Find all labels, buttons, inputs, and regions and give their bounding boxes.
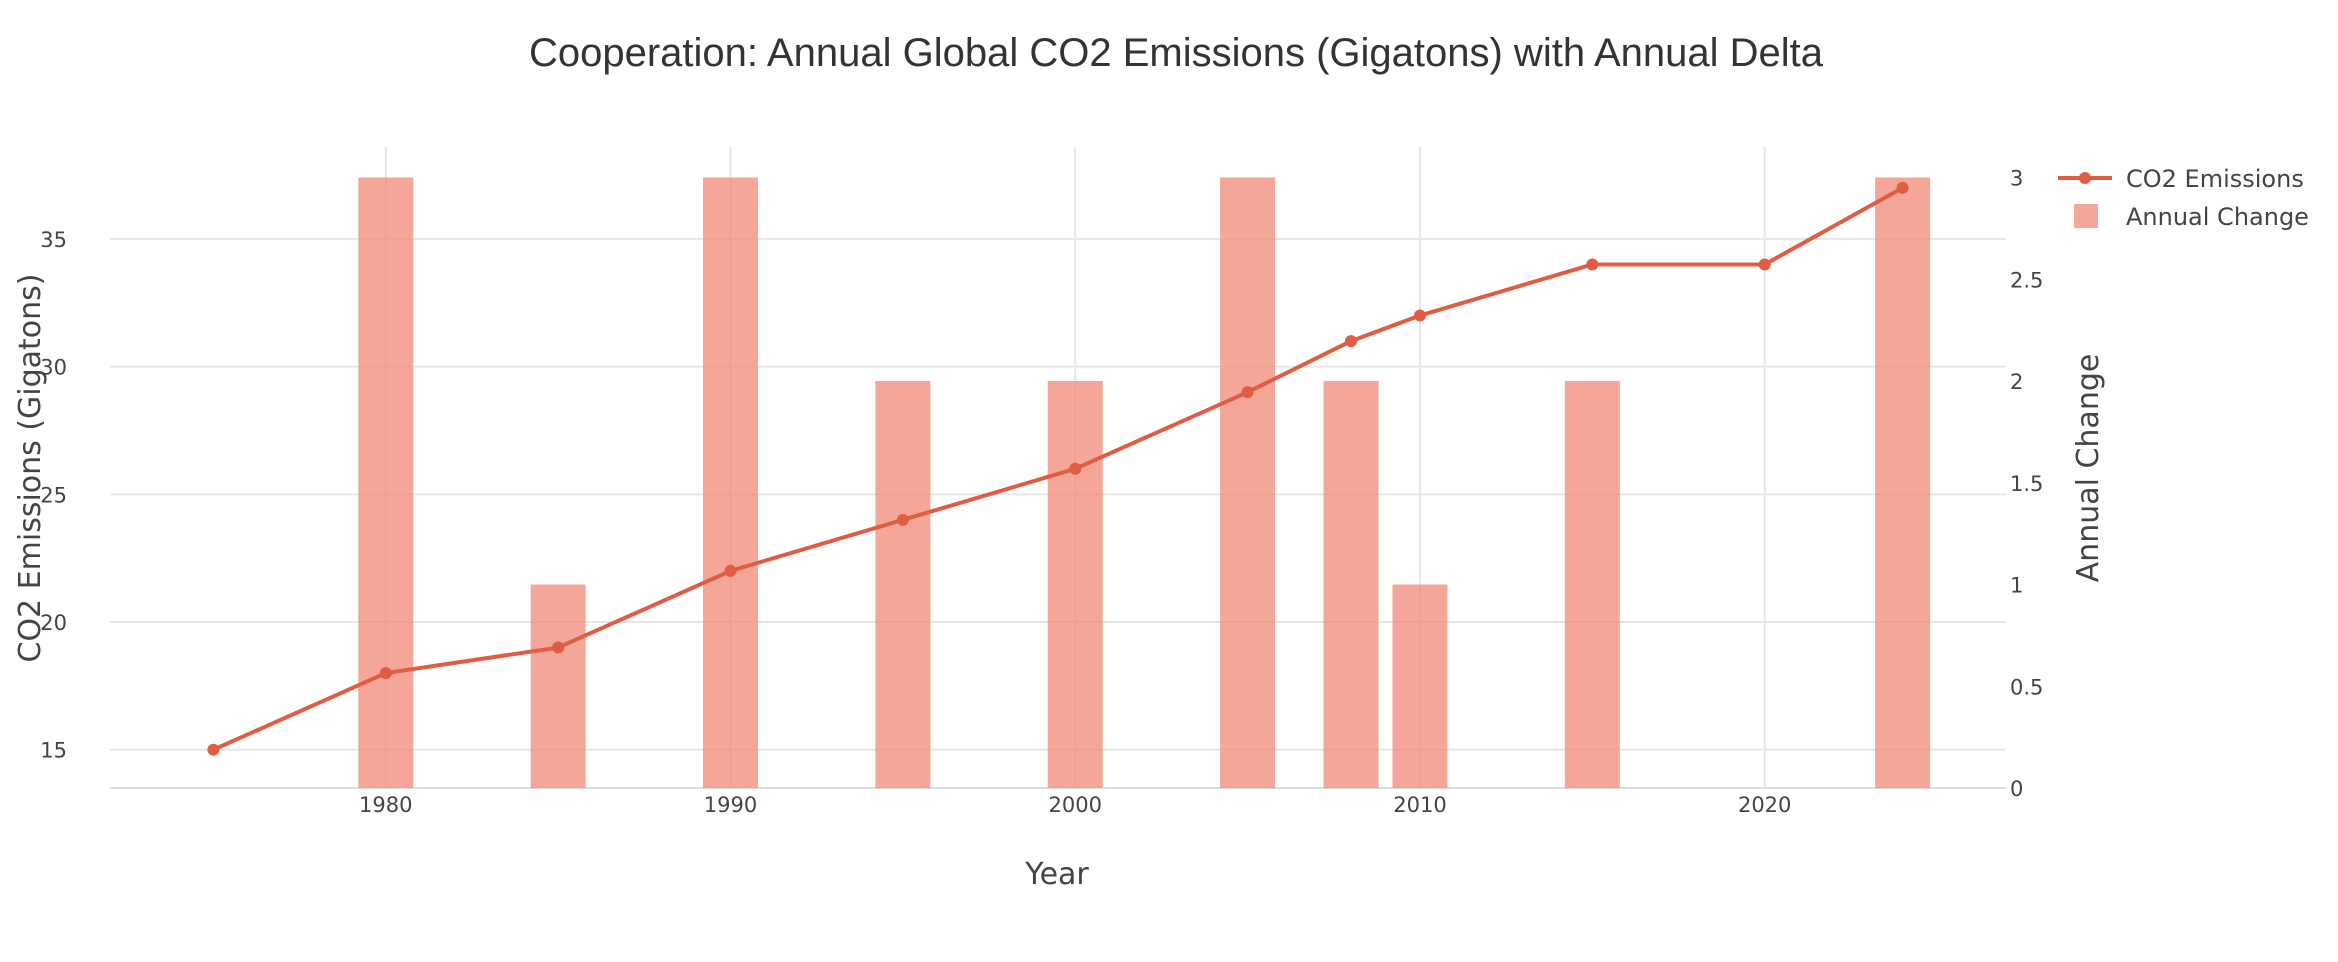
x-tick-label-1990: 1990	[704, 793, 757, 817]
co2-emissions-point-1985	[552, 641, 565, 654]
legend[interactable]: CO2 Emissions Annual Change	[2058, 165, 2309, 231]
annual-change-bar-1985	[530, 584, 586, 788]
legend-label-co2-emissions: CO2 Emissions	[2126, 165, 2304, 193]
co2-emissions-point-1990	[724, 564, 737, 577]
co2-emissions-point-2010	[1413, 309, 1426, 322]
legend-bar-swatch	[2074, 204, 2098, 228]
annual-change-bar-2008	[1323, 381, 1379, 788]
line-layer	[207, 181, 1909, 756]
x-tick-label-2010: 2010	[1393, 793, 1446, 817]
x-axis-title: Year	[1024, 857, 1089, 892]
y2-tick-label-5: 2.5	[2010, 268, 2043, 292]
y2-axis-title: Annual Change	[2071, 354, 2106, 583]
co2-emissions-point-2005	[1241, 386, 1254, 399]
y2-tick-label-6: 3	[2010, 167, 2023, 191]
y2-tick-label-4: 2	[2010, 370, 2023, 394]
annual-change-bar-2005	[1220, 177, 1276, 788]
annual-change-bar-2024	[1875, 177, 1931, 788]
annual-change-bar-2000	[1047, 381, 1103, 788]
y-tick-label-25: 25	[40, 483, 67, 507]
co2-emissions-point-2008	[1345, 335, 1358, 348]
co2-emissions-point-2024	[1896, 181, 1909, 194]
y2-tick-label-0: 0	[2010, 777, 2023, 801]
annual-change-bar-1990	[703, 177, 759, 788]
legend-marker-swatch	[2079, 172, 2091, 184]
y-tick-label-15: 15	[40, 739, 67, 763]
co2-emissions-line	[212, 186, 1904, 752]
y2-tick-label-1: 0.5	[2010, 675, 2043, 699]
x-tick-label-2000: 2000	[1049, 793, 1102, 817]
y2-tick-label-3: 1.5	[2010, 472, 2043, 496]
y-axis-title: CO2 Emissions (Gigatons)	[13, 273, 48, 662]
annual-change-bar-1980	[358, 177, 414, 788]
axis-layer: 1980 1990 2000 2010 2020 15 20 25 30 35 0 0.5 1 1.5 2 2…	[40, 167, 2043, 817]
co2-emissions-point-1995	[896, 513, 909, 526]
annual-change-bar-2010	[1392, 584, 1448, 788]
co2-emissions-point-1980	[379, 667, 392, 680]
legend-label-annual-change: Annual Change	[2126, 203, 2309, 231]
y-tick-label-35: 35	[40, 228, 67, 252]
x-tick-label-2020: 2020	[1738, 793, 1791, 817]
y2-tick-label-2: 1	[2010, 574, 2023, 598]
y-tick-label-20: 20	[40, 611, 67, 635]
legend-item-co2-emissions[interactable]: CO2 Emissions	[2058, 165, 2304, 193]
legend-item-annual-change[interactable]: Annual Change	[2074, 203, 2309, 231]
annual-change-bar-1995	[875, 381, 931, 788]
co2-emissions-point-2020	[1758, 258, 1771, 271]
chart-title: Cooperation: Annual Global CO2 Emissions…	[529, 31, 1824, 75]
x-tick-label-1980: 1980	[359, 793, 412, 817]
co2-emissions-point-2015	[1586, 258, 1599, 271]
y-tick-label-30: 30	[40, 356, 67, 380]
co2-emissions-point-2000	[1069, 462, 1082, 475]
annual-change-bar-2015	[1564, 381, 1620, 788]
co2-emissions-point-1975	[207, 743, 220, 756]
bar-layer	[358, 177, 1931, 788]
